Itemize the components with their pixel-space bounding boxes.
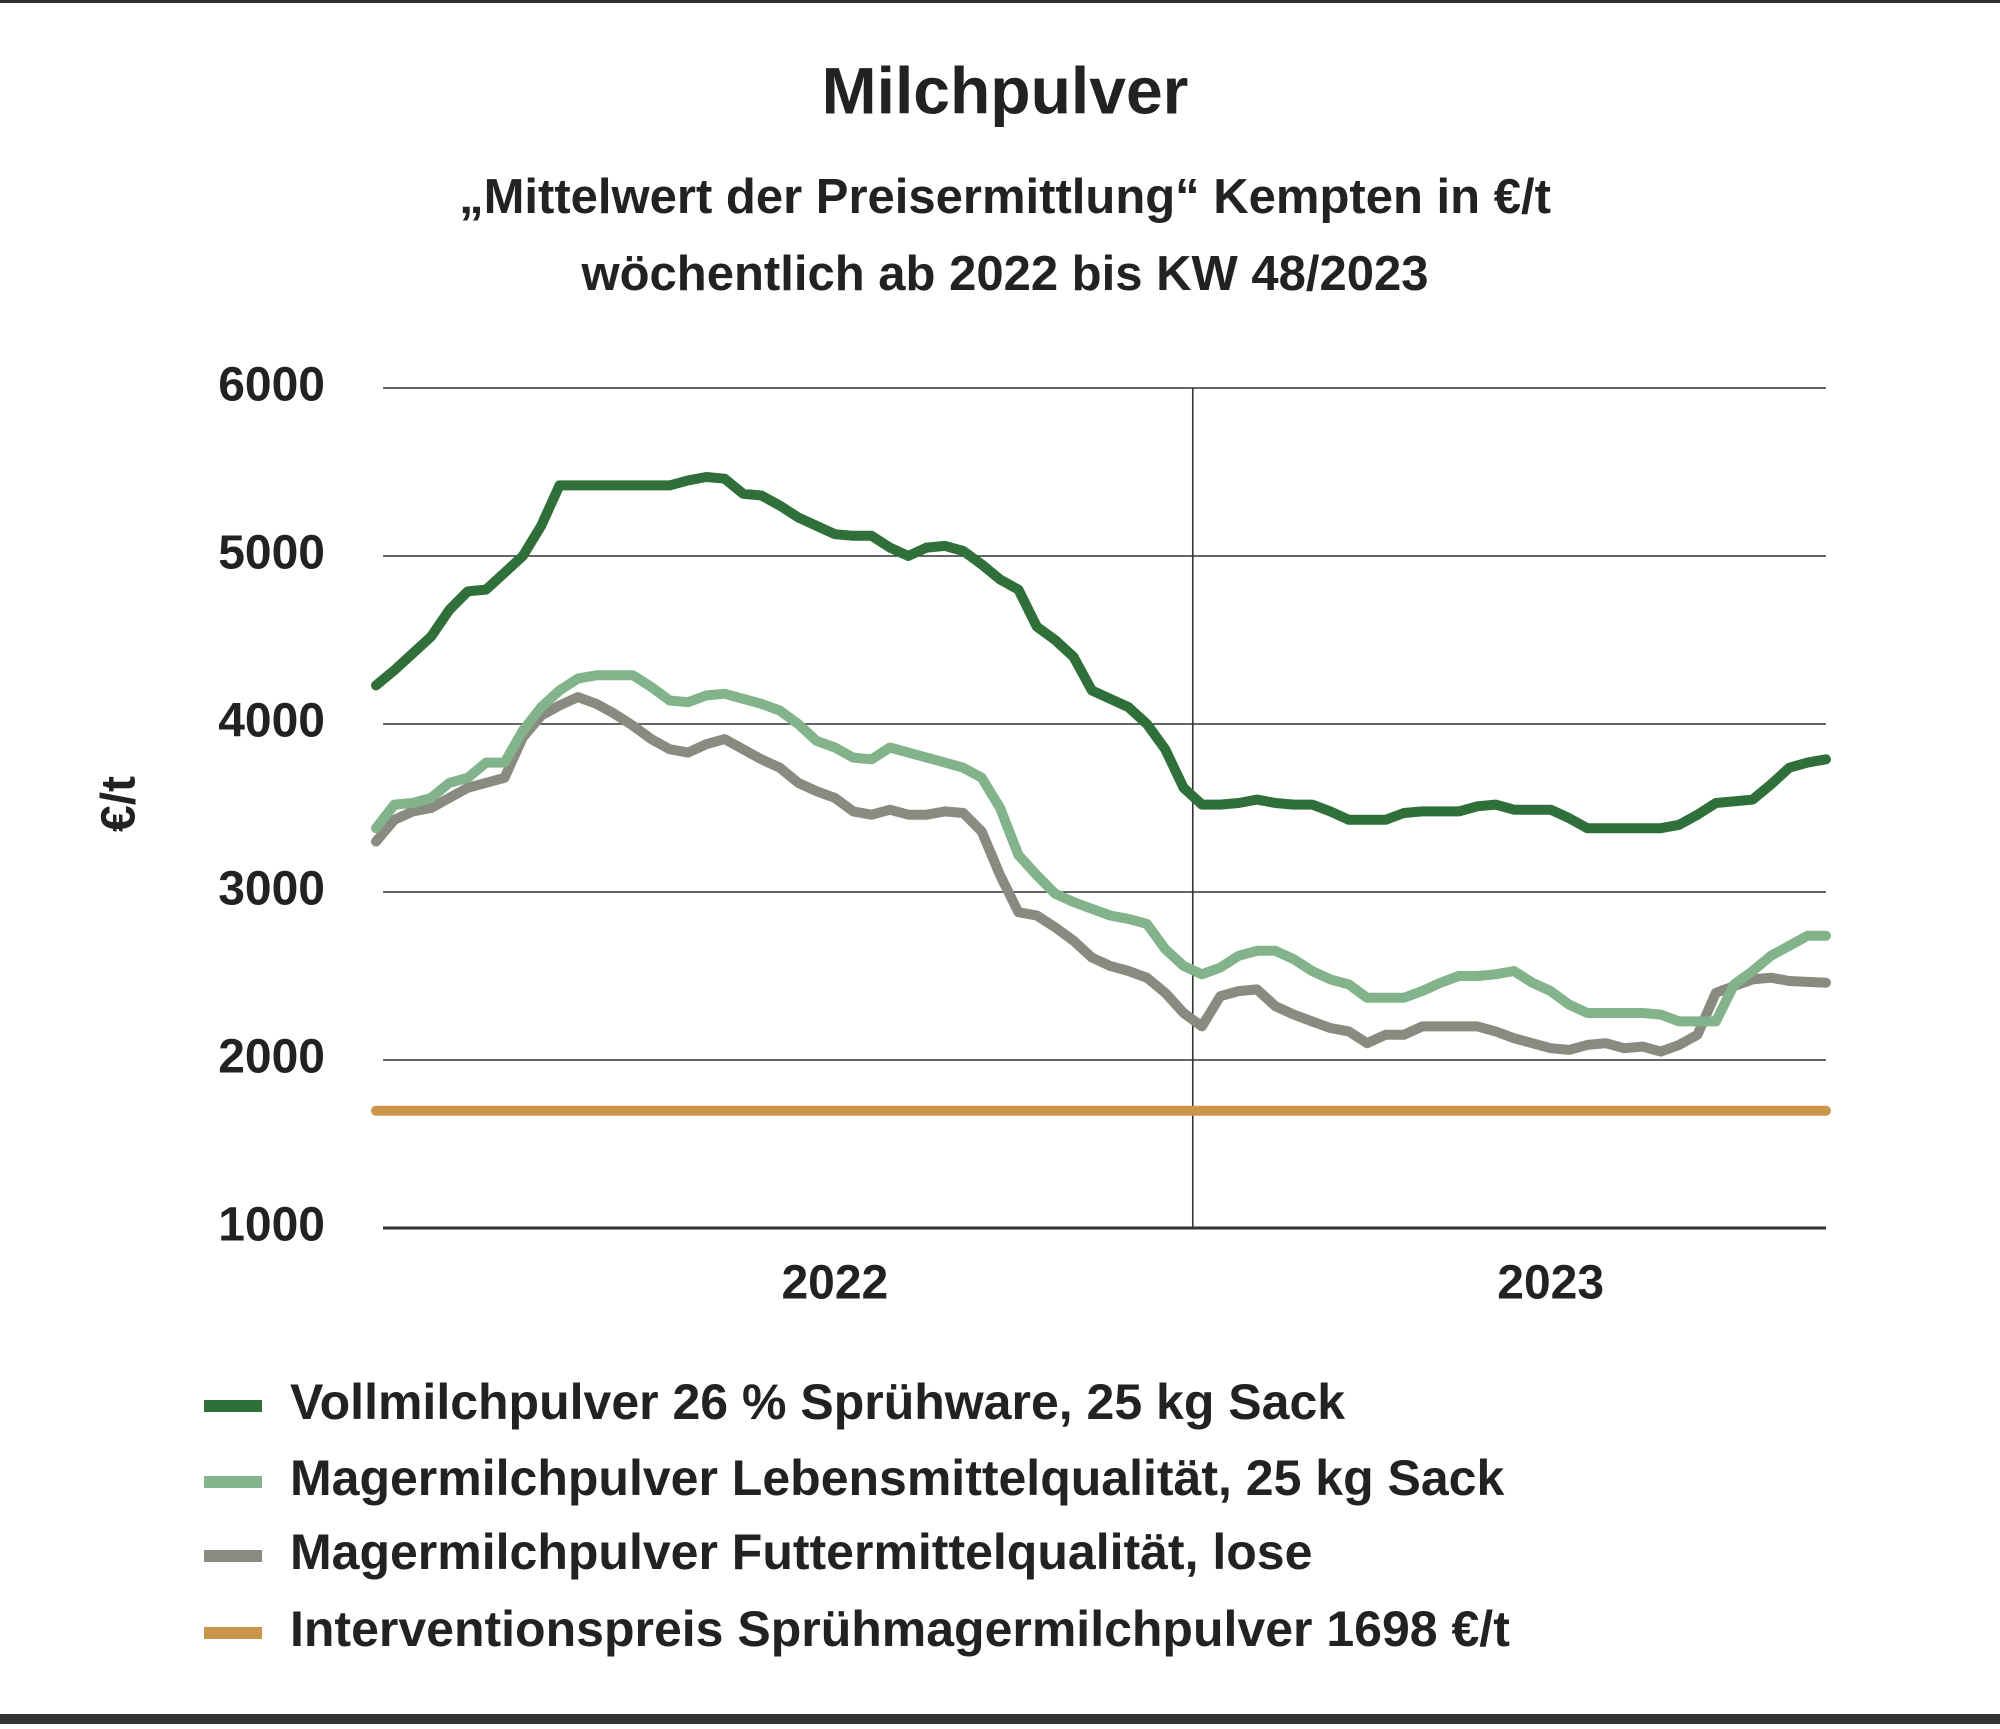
- y-tick-label: 2000: [218, 1031, 325, 1084]
- series-line: [371, 670, 1831, 1027]
- chart-title: Milchpulver: [822, 53, 1189, 127]
- legend-swatch: [204, 1400, 262, 1412]
- series-line: [371, 472, 1831, 834]
- x-tick-label: 2023: [1497, 1257, 1604, 1310]
- chart-subtitle: wöchentlich ab 2022 bis KW 48/2023: [581, 247, 1429, 301]
- y-axis-label: €/t: [93, 776, 146, 832]
- y-tick-label: 1000: [218, 1199, 325, 1252]
- legend-swatch: [204, 1550, 262, 1562]
- top-border: [0, 0, 2000, 3]
- y-tick-label: 5000: [218, 527, 325, 580]
- chart-subtitle: „Mittelwert der Preisermittlung“ Kempten…: [459, 170, 1551, 224]
- y-tick-label: 4000: [218, 695, 325, 748]
- y-tick-label: 3000: [218, 863, 325, 916]
- y-tick-label: 6000: [218, 359, 325, 412]
- x-tick-label: 2022: [781, 1257, 888, 1310]
- series-line: [371, 692, 1831, 1057]
- legend-label: Interventionspreis Sprühmagermilchpulver…: [290, 1601, 1510, 1657]
- legend-label: Vollmilchpulver 26 % Sprühware, 25 kg Sa…: [290, 1374, 1345, 1430]
- bottom-border: [0, 1714, 2000, 1724]
- legend-label: Magermilchpulver Futtermittelqualität, l…: [290, 1524, 1312, 1580]
- legend-swatch: [204, 1476, 262, 1488]
- legend-swatch: [204, 1627, 262, 1639]
- legend-label: Magermilchpulver Lebensmittelqualität, 2…: [290, 1450, 1504, 1506]
